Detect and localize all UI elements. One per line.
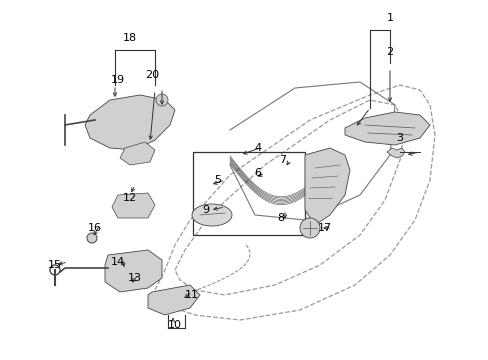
Text: 12: 12 (122, 193, 137, 203)
Text: 8: 8 (277, 213, 284, 223)
Text: 7: 7 (279, 155, 286, 165)
Text: 17: 17 (317, 223, 331, 233)
Text: 16: 16 (88, 223, 102, 233)
Text: 15: 15 (48, 260, 62, 270)
Polygon shape (85, 95, 175, 150)
Polygon shape (120, 142, 155, 165)
Text: 14: 14 (111, 257, 125, 267)
Text: 9: 9 (202, 205, 209, 215)
Text: 5: 5 (214, 175, 221, 185)
Polygon shape (105, 250, 162, 292)
Circle shape (156, 94, 168, 106)
Polygon shape (305, 148, 349, 225)
Polygon shape (386, 148, 404, 158)
Text: 4: 4 (254, 143, 261, 153)
Text: 20: 20 (144, 70, 159, 80)
Polygon shape (148, 285, 200, 315)
Polygon shape (345, 112, 429, 145)
Text: 13: 13 (128, 273, 142, 283)
Text: 1: 1 (386, 13, 393, 23)
Text: 2: 2 (386, 47, 393, 57)
Circle shape (299, 218, 319, 238)
Bar (193, 152, 305, 235)
Ellipse shape (192, 204, 231, 226)
Text: 18: 18 (122, 33, 137, 43)
Text: 19: 19 (111, 75, 125, 85)
Text: 3: 3 (396, 133, 403, 143)
Polygon shape (112, 193, 155, 218)
Circle shape (87, 233, 97, 243)
Text: 11: 11 (184, 290, 199, 300)
Text: 6: 6 (254, 168, 261, 178)
Text: 10: 10 (168, 320, 182, 330)
